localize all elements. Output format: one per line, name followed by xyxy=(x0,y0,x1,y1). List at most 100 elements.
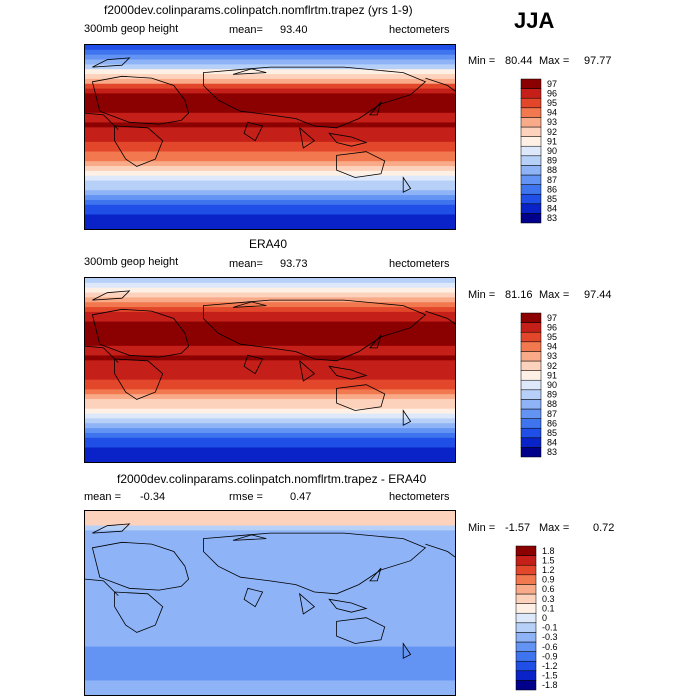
colorbar-label: 1.8 xyxy=(542,546,555,556)
colorbar-box xyxy=(515,680,537,691)
field-band xyxy=(85,665,455,672)
coastline xyxy=(114,358,164,400)
panel3-colorbar: -1.8 -1.5 -1.2 -0.9 -0.6 -0.3 -0.1 0 0.1 0.3 0.6 0.… xyxy=(515,545,576,691)
field-band xyxy=(85,54,455,61)
field-band xyxy=(85,607,455,614)
coastline xyxy=(92,290,131,301)
panel1-max-value: 97.77 xyxy=(584,55,612,67)
colorbar-label: 96 xyxy=(547,322,557,332)
field-band xyxy=(85,83,455,90)
field-band xyxy=(85,423,455,429)
field-band xyxy=(85,175,455,182)
field-band xyxy=(85,573,455,580)
colorbar-label: -0.6 xyxy=(542,642,558,652)
colorbar-box xyxy=(520,136,542,147)
panel1-mean-value: 93.40 xyxy=(280,24,308,36)
colorbar-box xyxy=(520,117,542,128)
colorbar-box xyxy=(520,107,542,118)
colorbar-label: 93 xyxy=(547,351,557,361)
colorbar-box xyxy=(520,312,542,323)
colorbar-box xyxy=(515,603,537,614)
colorbar-box xyxy=(520,203,542,214)
field-band xyxy=(85,627,455,633)
coastline xyxy=(402,642,412,659)
field-band xyxy=(85,646,455,653)
field-band xyxy=(85,554,455,561)
coastline xyxy=(243,587,264,608)
field-band xyxy=(85,112,455,119)
field-band xyxy=(85,569,455,575)
field-band xyxy=(85,166,455,172)
field-band xyxy=(85,418,455,424)
field-band xyxy=(85,549,455,556)
coastline xyxy=(425,543,455,558)
colorbar-box xyxy=(520,322,542,333)
colorbar-label: 91 xyxy=(547,136,557,146)
coastline xyxy=(85,112,119,130)
colorbar-label: 86 xyxy=(547,418,557,428)
colorbar-box xyxy=(515,584,537,595)
coastline xyxy=(243,354,264,375)
field-band xyxy=(85,399,455,405)
colorbar-label: 0 xyxy=(542,613,547,623)
colorbar-box xyxy=(515,622,537,633)
coastline xyxy=(91,75,190,125)
colorbar-label: 88 xyxy=(547,165,557,175)
colorbar-label: 87 xyxy=(547,409,557,419)
panel1-colorbar: 83 84 85 86 87 88 89 90 91 92 93 94 95 96 97 xyxy=(520,78,581,224)
colorbar-box xyxy=(515,632,537,643)
colorbar-box xyxy=(520,165,542,176)
panel2-colorbar: 83 84 85 86 87 88 89 90 91 92 93 94 95 96 97 xyxy=(520,312,581,458)
colorbar-label: 90 xyxy=(547,380,557,390)
field-band xyxy=(85,365,455,371)
coastline xyxy=(299,592,316,615)
colorbar-box xyxy=(520,399,542,410)
field-band xyxy=(85,622,455,628)
panel1-min-label: Min = xyxy=(468,55,496,67)
coastline xyxy=(369,334,382,349)
coastline xyxy=(328,365,368,380)
field-band xyxy=(85,535,455,541)
field-band xyxy=(85,651,455,657)
field-band xyxy=(85,345,455,352)
colorbar-label: 85 xyxy=(547,194,557,204)
coastline xyxy=(92,523,131,534)
colorbar-label: -1.5 xyxy=(542,671,558,681)
field-band xyxy=(85,302,455,308)
field-band xyxy=(85,336,455,342)
field-band xyxy=(85,442,455,449)
panel2-units: hectometers xyxy=(389,258,450,270)
colorbar-box xyxy=(515,651,537,662)
panel1-min-value: 80.44 xyxy=(505,55,533,67)
field-band xyxy=(85,45,455,51)
field-band xyxy=(85,515,455,522)
coastline xyxy=(114,125,164,167)
colorbar-box xyxy=(515,593,537,604)
field-band xyxy=(85,88,455,95)
colorbar-label: 0.3 xyxy=(542,594,555,604)
panel3-map xyxy=(84,510,456,696)
coastline xyxy=(85,578,119,596)
colorbar-label: 0.9 xyxy=(542,575,555,585)
field-band xyxy=(85,278,455,284)
panel2-map xyxy=(84,277,456,463)
colorbar-box xyxy=(515,555,537,566)
colorbar-label: -0.3 xyxy=(542,632,558,642)
panel1-title: f2000dev.colinparams.colinpatch.nomflrtm… xyxy=(104,3,413,17)
colorbar-label: 89 xyxy=(547,390,557,400)
panel1-coastlines xyxy=(85,57,455,193)
field-band xyxy=(85,588,455,594)
field-band xyxy=(85,355,455,361)
panel2-title: ERA40 xyxy=(249,237,288,251)
field-band xyxy=(85,190,455,196)
colorbar-label: 94 xyxy=(547,108,557,118)
panel1-max-label: Max = xyxy=(539,55,570,67)
colorbar-label: 83 xyxy=(547,213,557,223)
field-band xyxy=(85,98,455,104)
panel2-max-value: 97.44 xyxy=(584,289,612,301)
coastline xyxy=(243,121,264,142)
colorbar-box xyxy=(520,341,542,352)
colorbar-box xyxy=(520,145,542,157)
field-band xyxy=(85,156,455,162)
coastline xyxy=(369,567,382,582)
